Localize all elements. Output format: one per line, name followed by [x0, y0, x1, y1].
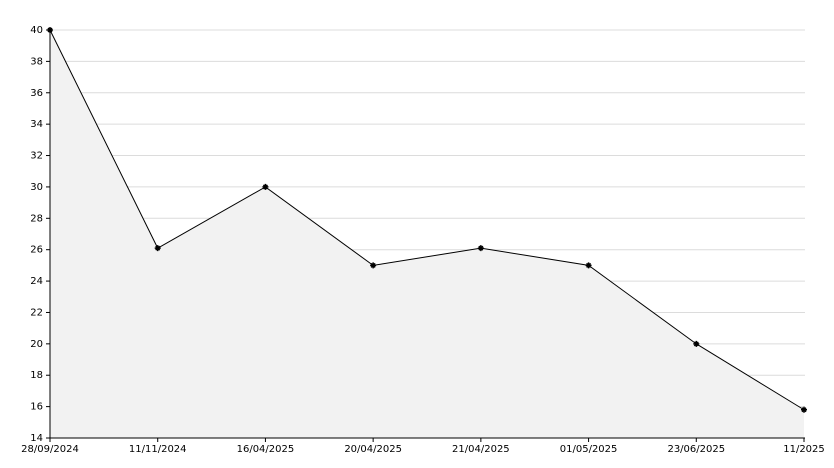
x-tick-label: 11/11/2024 [129, 444, 187, 455]
x-tick-label: 11/2025 [783, 444, 825, 455]
line [49, 29, 805, 411]
y-tick-label: 36 [30, 88, 43, 99]
marker [801, 406, 807, 413]
marker [370, 262, 377, 269]
y-tick-label: 18 [30, 370, 43, 381]
x-tick-label: 16/04/2025 [237, 444, 295, 455]
marker [585, 262, 592, 269]
y-tick-label: 40 [30, 25, 43, 36]
y-tick-label: 14 [30, 433, 43, 444]
marker [262, 183, 269, 190]
x-tick-label: 28/09/2024 [21, 444, 79, 455]
y-tick-label: 30 [30, 182, 43, 193]
y-tick-label: 22 [30, 307, 43, 318]
y-tick-label: 26 [30, 245, 43, 256]
y-tick-label: 20 [30, 339, 43, 350]
y-tick-label: 34 [30, 119, 43, 130]
y-tick-label: 32 [30, 151, 43, 162]
y-tick-label: 16 [30, 402, 43, 413]
marker [154, 245, 161, 252]
x-tick-label: 23/06/2025 [667, 444, 725, 455]
y-tick-label: 24 [30, 276, 43, 287]
x-tick-label: 01/05/2025 [560, 444, 618, 455]
area-fill [50, 30, 804, 438]
y-tick-label: 28 [30, 213, 43, 224]
y-tick-label: 38 [30, 56, 43, 67]
marker [693, 340, 700, 347]
x-tick-label: 20/04/2025 [344, 444, 402, 455]
marker [477, 245, 484, 252]
x-tick-label: 21/04/2025 [452, 444, 510, 455]
